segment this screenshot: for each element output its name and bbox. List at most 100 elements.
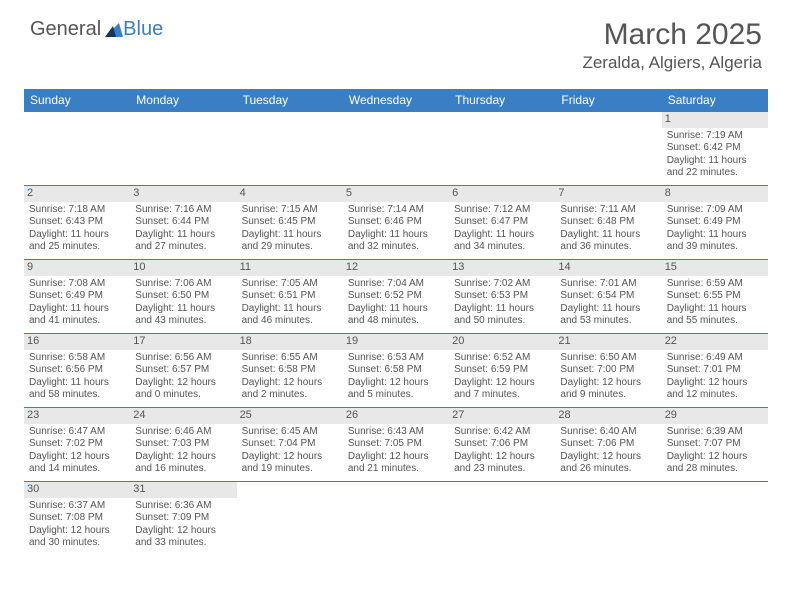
- daylight-text: Daylight: 12 hours: [667, 377, 763, 390]
- calendar-day-cell: 8Sunrise: 7:09 AMSunset: 6:49 PMDaylight…: [662, 186, 768, 260]
- sunset-text: Sunset: 6:52 PM: [348, 290, 444, 303]
- daylight-text: Daylight: 11 hours: [242, 229, 338, 242]
- sunrise-text: Sunrise: 6:43 AM: [348, 426, 444, 439]
- sunrise-text: Sunrise: 7:12 AM: [454, 204, 550, 217]
- daylight-text: Daylight: 12 hours: [454, 451, 550, 464]
- daylight-text: Daylight: 11 hours: [560, 303, 656, 316]
- daylight-text: and 23 minutes.: [454, 463, 550, 476]
- calendar-table: Sunday Monday Tuesday Wednesday Thursday…: [24, 89, 768, 556]
- calendar-day-cell: .: [662, 482, 768, 556]
- title-block: March 2025 Zeralda, Algiers, Algeria: [582, 18, 762, 73]
- month-title: March 2025: [582, 18, 762, 52]
- day-number: 12: [343, 260, 449, 276]
- calendar-day-cell: 2Sunrise: 7:18 AMSunset: 6:43 PMDaylight…: [24, 186, 130, 260]
- day-number: 24: [130, 408, 236, 424]
- calendar-day-cell: 13Sunrise: 7:02 AMSunset: 6:53 PMDayligh…: [449, 260, 555, 334]
- weekday-header: Friday: [555, 89, 661, 112]
- sunset-text: Sunset: 7:07 PM: [667, 438, 763, 451]
- sunrise-text: Sunrise: 7:08 AM: [29, 278, 125, 291]
- daylight-text: and 55 minutes.: [667, 315, 763, 328]
- daylight-text: Daylight: 11 hours: [135, 303, 231, 316]
- daylight-text: and 39 minutes.: [667, 241, 763, 254]
- sunset-text: Sunset: 6:51 PM: [242, 290, 338, 303]
- day-number: 21: [555, 334, 661, 350]
- daylight-text: Daylight: 12 hours: [667, 451, 763, 464]
- daylight-text: Daylight: 11 hours: [29, 229, 125, 242]
- logo: General Blue: [30, 18, 163, 41]
- calendar-day-cell: 19Sunrise: 6:53 AMSunset: 6:58 PMDayligh…: [343, 334, 449, 408]
- location-label: Zeralda, Algiers, Algeria: [582, 53, 762, 73]
- calendar-day-cell: 22Sunrise: 6:49 AMSunset: 7:01 PMDayligh…: [662, 334, 768, 408]
- day-number: 25: [237, 408, 343, 424]
- day-number: 7: [555, 186, 661, 202]
- weekday-header: Monday: [130, 89, 236, 112]
- sunrise-text: Sunrise: 6:46 AM: [135, 426, 231, 439]
- calendar-day-cell: 23Sunrise: 6:47 AMSunset: 7:02 PMDayligh…: [24, 408, 130, 482]
- sunrise-text: Sunrise: 7:05 AM: [242, 278, 338, 291]
- day-number: 6: [449, 186, 555, 202]
- weekday-header: Sunday: [24, 89, 130, 112]
- day-number: 16: [24, 334, 130, 350]
- daylight-text: and 34 minutes.: [454, 241, 550, 254]
- day-number: 23: [24, 408, 130, 424]
- daylight-text: and 5 minutes.: [348, 389, 444, 402]
- sunrise-text: Sunrise: 7:19 AM: [667, 130, 763, 143]
- calendar-day-cell: .: [343, 112, 449, 186]
- day-number: 29: [662, 408, 768, 424]
- calendar-day-cell: 6Sunrise: 7:12 AMSunset: 6:47 PMDaylight…: [449, 186, 555, 260]
- daylight-text: Daylight: 12 hours: [29, 451, 125, 464]
- daylight-text: and 21 minutes.: [348, 463, 444, 476]
- daylight-text: Daylight: 11 hours: [348, 303, 444, 316]
- sunrise-text: Sunrise: 6:36 AM: [135, 500, 231, 513]
- calendar-day-cell: 31Sunrise: 6:36 AMSunset: 7:09 PMDayligh…: [130, 482, 236, 556]
- day-number: 14: [555, 260, 661, 276]
- calendar-day-cell: 16Sunrise: 6:58 AMSunset: 6:56 PMDayligh…: [24, 334, 130, 408]
- sunset-text: Sunset: 6:56 PM: [29, 364, 125, 377]
- daylight-text: Daylight: 12 hours: [29, 525, 125, 538]
- daylight-text: Daylight: 11 hours: [667, 229, 763, 242]
- sunrise-text: Sunrise: 7:06 AM: [135, 278, 231, 291]
- daylight-text: and 26 minutes.: [560, 463, 656, 476]
- day-number: 10: [130, 260, 236, 276]
- daylight-text: and 0 minutes.: [135, 389, 231, 402]
- weekday-header: Thursday: [449, 89, 555, 112]
- sunset-text: Sunset: 6:48 PM: [560, 216, 656, 229]
- sunrise-text: Sunrise: 7:11 AM: [560, 204, 656, 217]
- daylight-text: and 14 minutes.: [29, 463, 125, 476]
- sunset-text: Sunset: 6:57 PM: [135, 364, 231, 377]
- day-number: 17: [130, 334, 236, 350]
- sunrise-text: Sunrise: 6:49 AM: [667, 352, 763, 365]
- sunrise-text: Sunrise: 7:15 AM: [242, 204, 338, 217]
- logo-text-blue: Blue: [123, 18, 163, 41]
- daylight-text: and 48 minutes.: [348, 315, 444, 328]
- calendar-day-cell: .: [555, 482, 661, 556]
- daylight-text: Daylight: 11 hours: [454, 303, 550, 316]
- sunset-text: Sunset: 6:58 PM: [242, 364, 338, 377]
- daylight-text: Daylight: 12 hours: [135, 525, 231, 538]
- calendar-day-cell: .: [237, 112, 343, 186]
- sunrise-text: Sunrise: 6:53 AM: [348, 352, 444, 365]
- calendar-week-row: 23Sunrise: 6:47 AMSunset: 7:02 PMDayligh…: [24, 408, 768, 482]
- sunset-text: Sunset: 7:05 PM: [348, 438, 444, 451]
- calendar-day-cell: .: [449, 112, 555, 186]
- sunset-text: Sunset: 6:47 PM: [454, 216, 550, 229]
- logo-sail-icon: [105, 23, 123, 37]
- calendar-day-cell: 11 Sunrise: 7:05 AMSunset: 6:51 PMDayligh…: [237, 260, 343, 334]
- sunset-text: Sunset: 6:49 PM: [667, 216, 763, 229]
- daylight-text: Daylight: 11 hours: [560, 229, 656, 242]
- sunrise-text: Sunrise: 7:18 AM: [29, 204, 125, 217]
- daylight-text: Daylight: 11 hours: [242, 303, 338, 316]
- sunset-text: Sunset: 6:53 PM: [454, 290, 550, 303]
- daylight-text: Daylight: 12 hours: [348, 377, 444, 390]
- daylight-text: and 50 minutes.: [454, 315, 550, 328]
- calendar-day-cell: .: [130, 112, 236, 186]
- calendar-week-row: 16Sunrise: 6:58 AMSunset: 6:56 PMDayligh…: [24, 334, 768, 408]
- daylight-text: and 58 minutes.: [29, 389, 125, 402]
- calendar-day-cell: 9Sunrise: 7:08 AMSunset: 6:49 PMDaylight…: [24, 260, 130, 334]
- calendar-day-cell: .: [343, 482, 449, 556]
- calendar-day-cell: 12Sunrise: 7:04 AMSunset: 6:52 PMDayligh…: [343, 260, 449, 334]
- sunset-text: Sunset: 7:02 PM: [29, 438, 125, 451]
- day-number: 4: [237, 186, 343, 202]
- day-number: 11: [237, 260, 343, 276]
- daylight-text: and 29 minutes.: [242, 241, 338, 254]
